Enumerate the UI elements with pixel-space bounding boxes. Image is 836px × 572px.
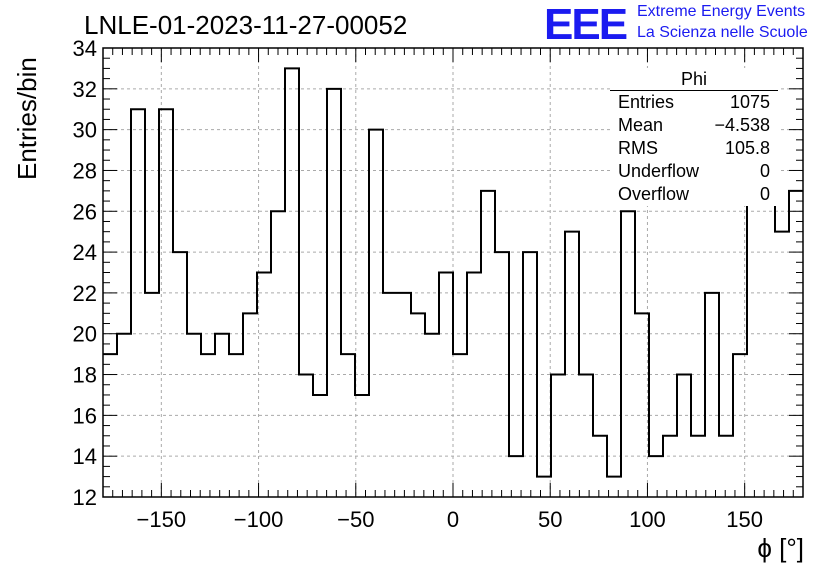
- histogram-bin: [243, 313, 257, 497]
- histogram-bin: [607, 477, 621, 497]
- histogram-bin: [537, 477, 551, 497]
- histogram-bin: [313, 395, 327, 497]
- histogram-bin: [495, 252, 509, 497]
- histogram-bin: [285, 68, 299, 497]
- stats-row-mean: Mean −4.538: [610, 114, 778, 137]
- histogram-bin: [341, 354, 355, 497]
- stats-value: 0: [759, 184, 770, 204]
- histogram-bin: [159, 109, 173, 497]
- x-tick-label: −100: [234, 507, 284, 532]
- histogram-bin: [705, 293, 719, 497]
- eee-logo: EEE: [544, 0, 628, 49]
- stats-key: Underflow: [618, 161, 700, 181]
- histogram-bin: [201, 354, 215, 497]
- histogram-bin: [215, 334, 229, 497]
- y-axis-label: Entries/bin: [12, 57, 42, 180]
- logo-caption-line1: Extreme Energy Events: [637, 3, 806, 20]
- y-tick-label: 14: [73, 444, 97, 469]
- histogram-bin: [467, 273, 481, 498]
- y-tick-label: 20: [73, 322, 97, 347]
- histogram-bin: [411, 313, 425, 497]
- histogram-bin: [453, 354, 467, 497]
- stats-row-overflow: Overflow 0: [610, 183, 778, 206]
- chart-title: LNLE-01-2023-11-27-00052: [84, 10, 408, 40]
- histogram-bin: [733, 354, 747, 497]
- y-tick-label: 24: [73, 240, 97, 265]
- histogram-bin: [565, 232, 579, 497]
- stats-key: Entries: [618, 92, 675, 112]
- histogram-bin: [551, 375, 565, 497]
- histogram-bin: [747, 170, 761, 497]
- histogram-bin: [593, 436, 607, 497]
- histogram-bin: [397, 293, 411, 497]
- stats-value: 105.8: [724, 138, 770, 158]
- x-tick-label: 100: [629, 507, 666, 532]
- x-tick-label: 150: [726, 507, 763, 532]
- histogram-bin: [173, 252, 187, 497]
- histogram-bin: [299, 375, 313, 497]
- y-tick-label: 26: [73, 199, 97, 224]
- x-tick-label: 50: [538, 507, 562, 532]
- x-tick-label: −150: [137, 507, 187, 532]
- histogram-bin: [425, 334, 439, 497]
- x-axis-label: ϕ [°]: [757, 533, 804, 563]
- y-tick-label: 34: [73, 36, 97, 61]
- y-tick-label: 30: [73, 118, 97, 143]
- y-tick-label: 16: [73, 403, 97, 428]
- histogram-series-phi: [103, 67, 803, 478]
- histogram-bin: [327, 89, 341, 497]
- logo-caption-line2: La Scienza nelle Scuole: [637, 24, 808, 41]
- histogram-bin: [187, 334, 201, 497]
- histogram-bin: [117, 334, 131, 497]
- histogram-bin: [257, 273, 271, 498]
- histogram-bin: [523, 252, 537, 497]
- histogram-bin: [677, 375, 691, 497]
- y-tick-label: 18: [73, 363, 97, 388]
- stats-value: 0: [759, 161, 770, 181]
- histogram-bin: [369, 130, 383, 497]
- histogram-bin: [775, 232, 789, 497]
- stats-row-underflow: Underflow 0: [610, 160, 778, 183]
- histogram-bin: [621, 211, 635, 497]
- histogram-bin: [719, 436, 733, 497]
- histogram-bin: [649, 456, 663, 497]
- stats-box-title: Phi: [610, 68, 778, 91]
- stats-key: Mean: [618, 115, 664, 135]
- stats-row-entries: Entries 1075: [610, 91, 778, 114]
- histogram-bin: [383, 293, 397, 497]
- y-tick-label: 12: [73, 485, 97, 510]
- y-tick-label: 32: [73, 77, 97, 102]
- stats-value: 1075: [729, 92, 770, 112]
- histogram-bin: [481, 191, 495, 497]
- histogram-bin: [635, 313, 649, 497]
- x-tick-label: 0: [447, 507, 459, 532]
- histogram-bin: [271, 211, 285, 497]
- stats-row-rms: RMS 105.8: [610, 137, 778, 160]
- histogram-bin: [131, 109, 145, 497]
- histogram-bin: [663, 436, 677, 497]
- histogram-bin: [145, 293, 159, 497]
- stats-key: RMS: [618, 138, 658, 158]
- histogram-bin: [229, 354, 243, 497]
- stats-key: Overflow: [618, 184, 690, 204]
- histogram-bin: [355, 395, 369, 497]
- histogram-bin: [691, 436, 705, 497]
- histogram-bin: [579, 375, 593, 497]
- stats-box: Phi Entries 1075 Mean −4.538 RMS 105.8 U…: [610, 68, 778, 206]
- histogram-bin: [439, 273, 453, 498]
- y-tick-label: 28: [73, 158, 97, 183]
- y-tick-label: 22: [73, 281, 97, 306]
- x-tick-label: −50: [337, 507, 374, 532]
- stats-value: −4.538: [714, 115, 770, 135]
